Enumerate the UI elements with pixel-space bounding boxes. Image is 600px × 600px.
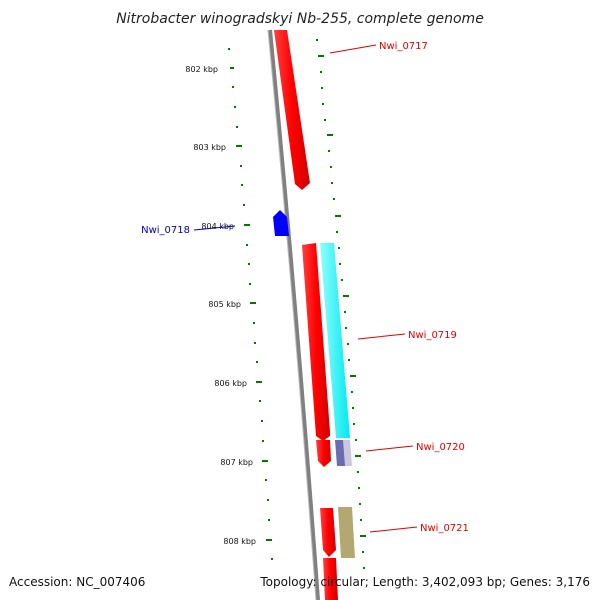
inner-scale xyxy=(228,48,273,560)
kbp-label: 806 kbp xyxy=(214,379,247,388)
kbp-label: 805 kbp xyxy=(208,300,241,309)
gene-nwi-0721[interactable] xyxy=(338,507,355,558)
gene-label-nwi-0719[interactable]: Nwi_0719 xyxy=(408,330,457,341)
gene-nwi-0719-forward[interactable] xyxy=(302,243,330,441)
kbp-label: 808 kbp xyxy=(223,537,256,546)
gene-nwi-0720-grey xyxy=(343,440,352,466)
backbone-highlight xyxy=(267,29,317,600)
gene-label-nwi-0717[interactable]: Nwi_0717 xyxy=(379,41,428,52)
outer-scale xyxy=(316,39,366,569)
leader-lines xyxy=(193,44,418,533)
gene-nwi-0719[interactable] xyxy=(320,243,350,438)
gene-label-nwi-0720[interactable]: Nwi_0720 xyxy=(416,442,465,453)
kbp-label: 807 kbp xyxy=(220,458,253,467)
kbp-label: 804 kbp xyxy=(201,222,234,231)
gene-nwi-0720-red[interactable] xyxy=(316,440,331,467)
genome-backbone xyxy=(268,29,320,600)
gene-nwi-0718[interactable] xyxy=(273,210,289,236)
gene-labels: Nwi_0717 Nwi_0718 Nwi_0719 Nwi_0720 Nwi_… xyxy=(141,41,469,534)
gene-bottom-red[interactable] xyxy=(323,558,338,600)
topology-text: Topology: circular; Length: 3,402,093 bp… xyxy=(259,575,590,589)
kbp-label: 802 kbp xyxy=(185,65,218,74)
accession-text: Accession: NC_007406 xyxy=(9,575,145,589)
genome-title: Nitrobacter winogradskyi Nb-255, complet… xyxy=(116,11,484,27)
gene-label-nwi-0718[interactable]: Nwi_0718 xyxy=(141,225,190,236)
gene-label-nwi-0721[interactable]: Nwi_0721 xyxy=(420,523,469,534)
kbp-label: 803 kbp xyxy=(193,143,226,152)
kbp-labels: 802 kbp 803 kbp 804 kbp 805 kbp 806 kbp … xyxy=(185,65,256,546)
gene-nwi-0717[interactable] xyxy=(274,30,310,190)
gene-nwi-0721-red[interactable] xyxy=(320,508,336,557)
gene-features xyxy=(273,30,355,600)
